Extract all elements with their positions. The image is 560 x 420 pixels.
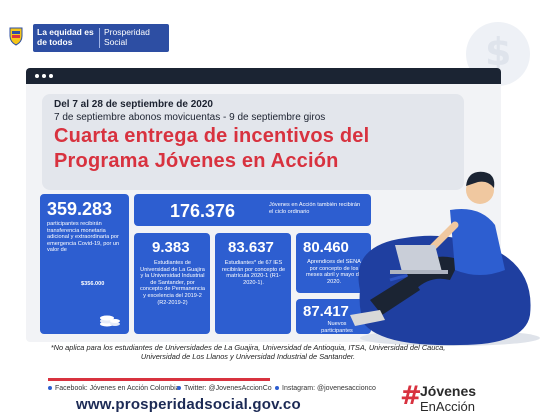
stat-text: Aprendices del SENA por concepto de los … bbox=[306, 259, 362, 285]
stat-amount: $356.000 bbox=[81, 281, 105, 287]
stat-card-tuition: 83.637 Estudiantes* de 67 IES recibirán … bbox=[215, 233, 291, 334]
window-dot bbox=[42, 74, 46, 78]
stat-text: participantes recibirán transferencia mo… bbox=[47, 221, 120, 254]
window-title-bar bbox=[26, 68, 501, 84]
stat-card-covid: 359.283 participantes recibirán transfer… bbox=[40, 194, 129, 334]
dates-line-2: 7 de septiembre abonos movicuentas - 9 d… bbox=[54, 112, 326, 123]
twitter-icon bbox=[177, 386, 181, 391]
brand-line-2: EnAcción bbox=[420, 399, 475, 414]
stat-text: Jóvenes en Acción también recibirán el c… bbox=[269, 202, 361, 215]
website-link[interactable]: www.prosperidadsocial.gov.co bbox=[76, 396, 301, 413]
stat-card-sena: 80.460 Aprendices del SENA por concepto … bbox=[296, 233, 371, 293]
stat-text: Nuevos participantes bbox=[321, 321, 353, 334]
coat-of-arms-icon bbox=[9, 27, 23, 46]
window-dot bbox=[35, 74, 39, 78]
dollar-icon: $ bbox=[485, 30, 512, 74]
stat-text: Estudiantes de Universidad de La Guajira… bbox=[140, 260, 205, 306]
instagram-link[interactable]: Instagram: @jovenesaccionco bbox=[275, 385, 376, 392]
brand-divider bbox=[99, 28, 100, 48]
top-bar: La equidad es de todos Prosperidad Socia… bbox=[0, 0, 560, 62]
government-brand: La equidad es de todos Prosperidad Socia… bbox=[33, 24, 169, 52]
stat-value: 176.376 bbox=[170, 201, 236, 221]
stat-card-ordinary-cycle: 176.376 Jóvenes en Acción también recibi… bbox=[134, 194, 371, 226]
facebook-icon bbox=[48, 386, 52, 391]
jovenes-en-accion-logo-hash: # bbox=[400, 381, 422, 411]
brand-line-1: Jóvenes bbox=[420, 383, 477, 399]
coins-icon bbox=[100, 315, 120, 327]
stat-value: 9.383 bbox=[152, 239, 190, 256]
footnote: *No aplica para los estudiantes de Unive… bbox=[50, 343, 446, 361]
student-laptop-illustration bbox=[350, 171, 540, 346]
title-line-2: Programa Jóvenes en Acción bbox=[54, 150, 339, 172]
prosperidad-social-label: Prosperidad Social bbox=[104, 27, 150, 47]
instagram-icon bbox=[275, 386, 279, 391]
stat-value: 83.637 bbox=[228, 239, 274, 256]
announcement-header: Del 7 al 28 de septiembre de 2020 7 de s… bbox=[42, 94, 464, 190]
twitter-link[interactable]: Twitter: @JovenesAccionCo bbox=[177, 385, 272, 392]
title-line-1: Cuarta entrega de incentivos del bbox=[54, 125, 370, 147]
gov-label: La equidad es de todos bbox=[37, 27, 94, 47]
stat-card-permanence: 9.383 Estudiantes de Universidad de La G… bbox=[134, 233, 210, 334]
facebook-link[interactable]: Facebook: Jóvenes en Acción Colombia bbox=[48, 385, 180, 392]
stat-value: 359.283 bbox=[47, 199, 113, 219]
stat-text: Estudiantes* de 67 IES recibirán por con… bbox=[221, 260, 286, 286]
stat-card-new-participants: 87.417 Nuevos participantes bbox=[296, 299, 371, 334]
stat-value: 87.417 bbox=[303, 303, 349, 320]
stat-value: 80.460 bbox=[303, 239, 349, 256]
twitter-label: Twitter: @JovenesAccionCo bbox=[184, 385, 272, 392]
footer-divider bbox=[48, 378, 270, 381]
facebook-label: Facebook: Jóvenes en Acción Colombia bbox=[55, 385, 180, 392]
dates-line-1: Del 7 al 28 de septiembre de 2020 bbox=[54, 99, 213, 110]
instagram-label: Instagram: @jovenesaccionco bbox=[282, 385, 376, 392]
window-dot bbox=[49, 74, 53, 78]
